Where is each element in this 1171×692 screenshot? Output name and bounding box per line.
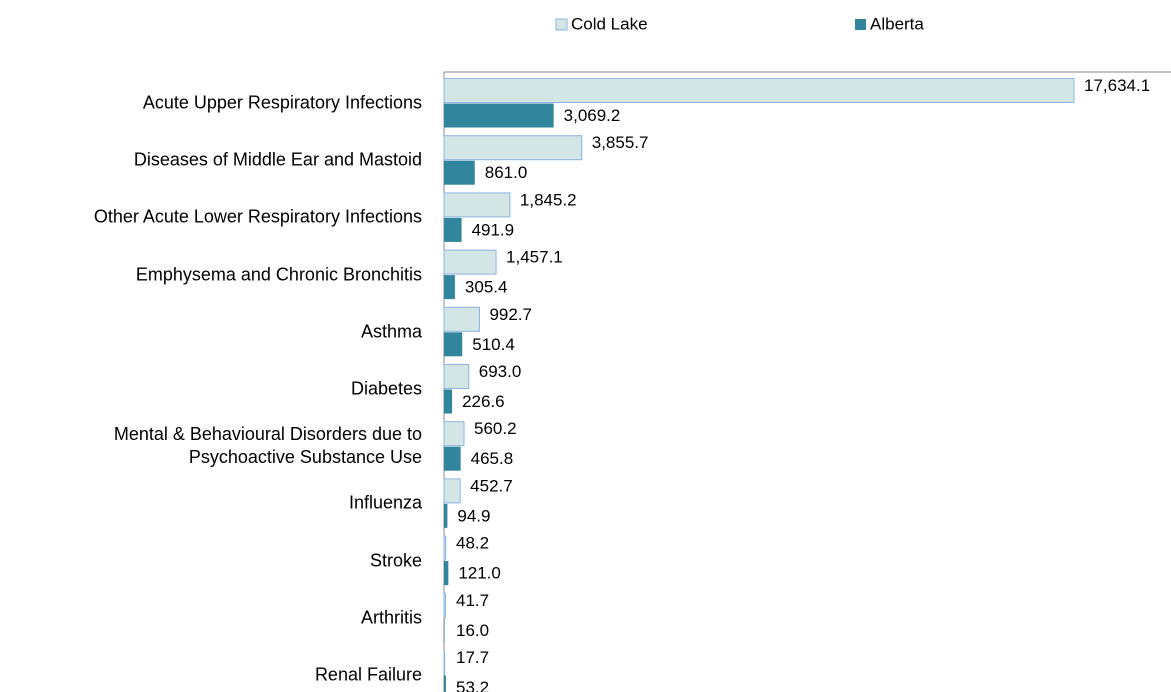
legend-label: Cold Lake xyxy=(571,14,648,33)
category-label: Mental & Behavioural Disorders due to Ps… xyxy=(113,424,422,468)
value-label: 226.6 xyxy=(462,392,505,411)
bar xyxy=(443,421,465,447)
value-label: 17.7 xyxy=(456,648,489,667)
bar xyxy=(444,446,461,471)
value-label: 693.0 xyxy=(479,362,522,381)
value-label: 452.7 xyxy=(470,476,513,495)
value-label: 1,845.2 xyxy=(520,190,577,209)
bar xyxy=(443,535,447,561)
bar xyxy=(443,192,511,218)
legend-swatch xyxy=(555,18,568,31)
value-label: 992.7 xyxy=(489,305,532,324)
bar xyxy=(443,478,461,504)
bar xyxy=(444,160,475,185)
bar xyxy=(443,364,470,389)
category-label: Other Acute Lower Respiratory Infections xyxy=(93,206,422,227)
value-label: 510.4 xyxy=(472,335,515,354)
bar xyxy=(444,561,449,586)
bar xyxy=(444,675,446,692)
category-label: Acute Upper Respiratory Infections xyxy=(142,92,422,113)
category-label: Diseases of Middle Ear and Mastoid xyxy=(133,149,422,170)
bar xyxy=(443,592,446,618)
category-label: Influenza xyxy=(348,492,422,513)
bar xyxy=(443,249,497,275)
value-label: 861.0 xyxy=(485,163,528,182)
value-label: 16.0 xyxy=(456,621,489,640)
value-label: 17,634.1 xyxy=(1084,76,1150,95)
category-label: Arthritis xyxy=(360,607,422,628)
bar xyxy=(444,503,448,528)
legend-swatch xyxy=(855,19,866,30)
bar xyxy=(443,135,583,161)
bar xyxy=(444,275,455,300)
value-label: 3,069.2 xyxy=(564,106,621,125)
value-label: 41.7 xyxy=(456,591,489,610)
value-label: 48.2 xyxy=(456,534,489,553)
bar xyxy=(443,78,1075,103)
bar xyxy=(444,389,453,414)
value-label: 491.9 xyxy=(472,220,515,239)
value-label: 121.0 xyxy=(458,564,501,583)
category-label: Renal Failure xyxy=(314,664,422,685)
value-label: 1,457.1 xyxy=(506,248,563,267)
value-label: 465.8 xyxy=(471,449,514,468)
bar xyxy=(443,650,446,675)
value-label: 53.2 xyxy=(456,678,489,692)
bar xyxy=(444,103,554,128)
bar xyxy=(444,618,445,643)
category-label: Diabetes xyxy=(350,378,422,399)
value-label: 305.4 xyxy=(465,278,508,297)
bar xyxy=(443,306,480,332)
category-label: Asthma xyxy=(360,321,422,342)
legend-label: Alberta xyxy=(870,14,924,33)
value-label: 3,855.7 xyxy=(592,133,649,152)
category-label: Emphysema and Chronic Bronchitis xyxy=(135,264,422,285)
bar xyxy=(444,332,463,357)
category-label: Stroke xyxy=(369,550,422,571)
value-label: 94.9 xyxy=(457,506,490,525)
bar xyxy=(444,217,462,242)
value-label: 560.2 xyxy=(474,419,517,438)
